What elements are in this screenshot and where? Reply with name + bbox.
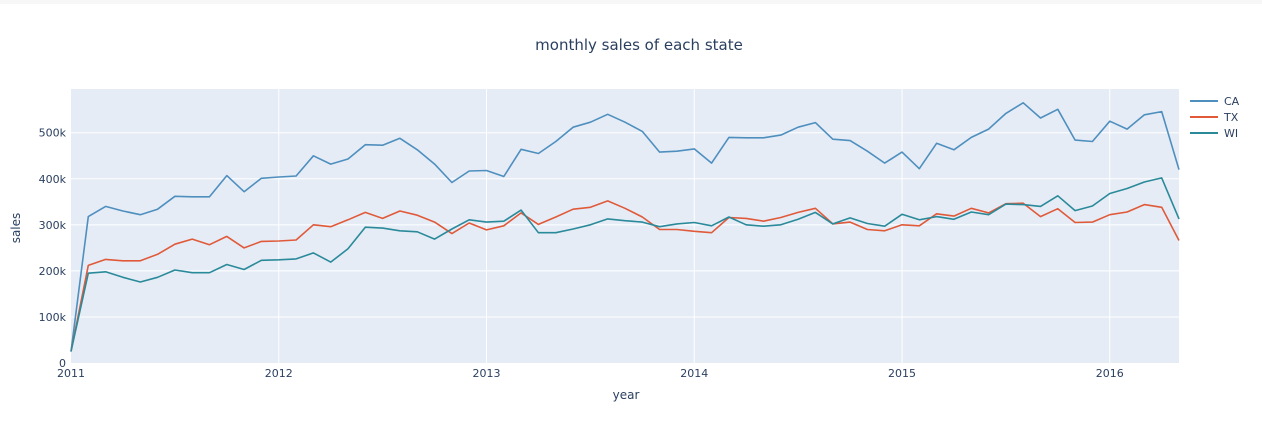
series-line-tx: [70, 200, 1180, 352]
plot-area: [71, 89, 1179, 363]
legend: CA TX WI: [1190, 95, 1240, 140]
x-axis-title: year: [613, 388, 640, 402]
legend-label-wi[interactable]: WI: [1224, 127, 1238, 140]
x-tick-label: 2013: [473, 367, 501, 380]
x-tick-label: 2011: [57, 367, 85, 380]
series-line-wi: [70, 177, 1180, 352]
legend-label-ca[interactable]: CA: [1224, 95, 1240, 108]
series-layer: [70, 102, 1180, 352]
y-tick-label: 0: [59, 357, 66, 370]
x-tick-label: 2016: [1096, 367, 1124, 380]
legend-label-tx[interactable]: TX: [1223, 111, 1239, 124]
top-strip: [0, 0, 1262, 4]
gridlines: [71, 89, 1179, 363]
y-tick-label: 300k: [39, 219, 67, 232]
x-tick-label: 2014: [680, 367, 708, 380]
y-axis-ticks: 0 100k 200k 300k 400k 500k: [39, 127, 67, 370]
y-tick-label: 100k: [39, 311, 67, 324]
y-tick-label: 400k: [39, 173, 67, 186]
y-tick-label: 500k: [39, 127, 67, 140]
x-tick-label: 2015: [888, 367, 916, 380]
y-axis-title: sales: [9, 213, 23, 244]
chart-title: monthly sales of each state: [535, 36, 743, 54]
series-line-ca: [70, 102, 1180, 352]
y-tick-label: 200k: [39, 265, 67, 278]
x-tick-label: 2012: [265, 367, 293, 380]
x-axis-ticks: 2011 2012 2013 2014 2015 2016: [57, 367, 1124, 380]
